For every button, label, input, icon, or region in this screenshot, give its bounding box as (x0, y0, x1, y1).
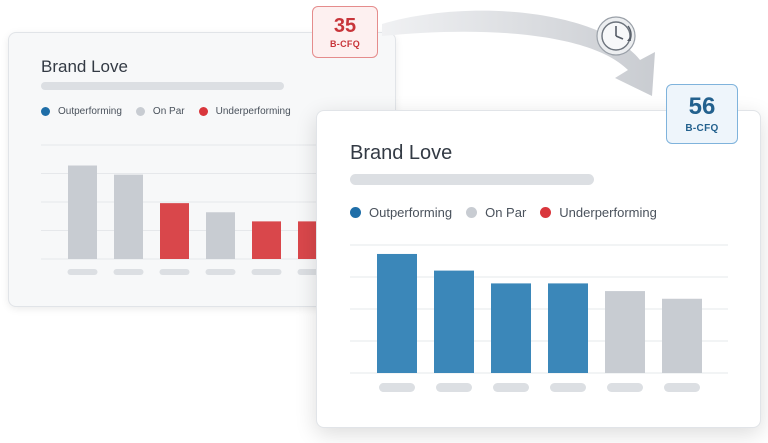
bar-on-par (206, 212, 235, 259)
legend-item-outperforming: Outperforming (350, 205, 452, 220)
x-tick-label-placeholder (67, 269, 98, 275)
bar-chart (41, 144, 341, 275)
score-label: B-CFQ (330, 39, 360, 49)
legend: Outperforming On Par Underperforming (350, 205, 671, 220)
subtitle-placeholder (41, 82, 284, 90)
chart-title: Brand Love (350, 142, 453, 164)
legend-dot-underperforming (198, 107, 208, 116)
legend-item-outperforming: Outperforming (41, 106, 122, 117)
subtitle-placeholder (350, 174, 594, 185)
score-value: 56 (688, 93, 716, 120)
bar-on-par (662, 298, 702, 373)
x-tick-label-placeholder (113, 269, 144, 275)
legend-dot-outperforming (41, 107, 50, 116)
x-tick-label-placeholder (436, 383, 472, 392)
score-badge-after: 56 B-CFQ (666, 84, 738, 144)
legend-dot-on-par (466, 207, 478, 218)
legend-item-underperforming: Underperforming (540, 205, 657, 220)
x-tick-label-placeholder (664, 383, 700, 392)
x-tick-label-placeholder (607, 383, 643, 392)
bar-on-par (605, 291, 645, 373)
bar-on-par (68, 165, 97, 259)
bar-on-par (114, 174, 143, 259)
bar-chart (350, 244, 728, 392)
legend-label: On Par (152, 106, 185, 117)
legend-item-on-par: On Par (135, 106, 185, 117)
legend-dot-on-par (135, 107, 145, 116)
legend-dot-outperforming (350, 207, 361, 218)
x-tick-label-placeholder (379, 383, 415, 392)
x-tick-label-placeholder (205, 269, 236, 275)
x-tick-label-placeholder (550, 383, 586, 392)
bar-underperforming (252, 221, 281, 259)
legend-label: On Par (485, 205, 527, 220)
x-tick-label-placeholder (251, 269, 282, 275)
legend-item-underperforming: Underperforming (198, 106, 291, 117)
stopwatch-icon (596, 16, 636, 56)
legend-label: Outperforming (58, 106, 122, 117)
bar-outperforming (434, 270, 474, 373)
bar-outperforming (377, 253, 417, 373)
score-label: B-CFQ (685, 123, 719, 134)
x-tick-label-placeholder (159, 269, 190, 275)
legend-label: Underperforming (559, 205, 657, 220)
legend-label: Outperforming (369, 205, 453, 220)
chart-title: Brand Love (41, 57, 128, 76)
score-value: 35 (333, 15, 357, 37)
legend-label: Underperforming (215, 106, 291, 117)
legend-item-on-par: On Par (466, 205, 526, 220)
bar-underperforming (160, 203, 189, 259)
bar-outperforming (548, 283, 588, 373)
legend: Outperforming On Par Underperforming (41, 106, 305, 117)
score-badge-before: 35 B-CFQ (312, 6, 378, 58)
x-tick-label-placeholder (493, 383, 529, 392)
card-after: Brand Love Outperforming On Par Underper… (316, 110, 761, 428)
legend-dot-underperforming (540, 207, 552, 218)
bar-outperforming (491, 283, 531, 373)
